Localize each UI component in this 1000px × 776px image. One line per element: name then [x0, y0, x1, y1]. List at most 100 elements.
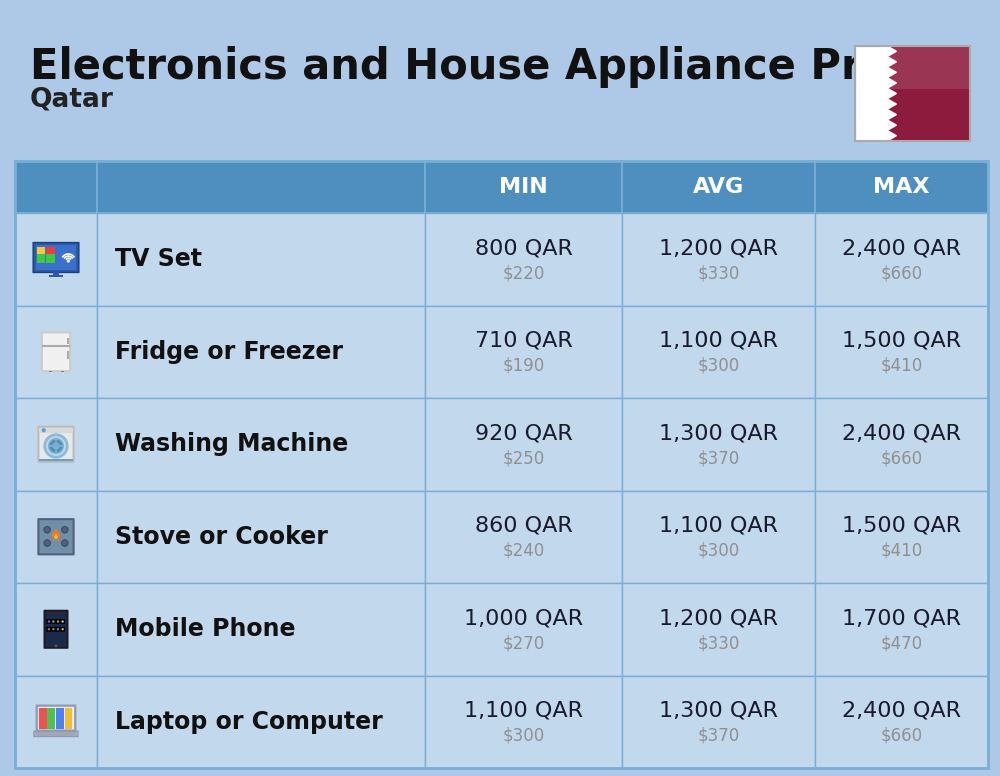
Text: 860 QAR: 860 QAR	[475, 516, 572, 535]
Text: 2,400 QAR: 2,400 QAR	[842, 238, 961, 258]
Text: Electronics and House Appliance Prices: Electronics and House Appliance Prices	[30, 46, 953, 88]
Text: $330: $330	[697, 265, 740, 282]
Text: 1,300 QAR: 1,300 QAR	[659, 423, 778, 443]
Bar	[622, 675, 815, 768]
Bar	[15, 306, 97, 398]
Bar	[425, 213, 622, 306]
Text: 2,400 QAR: 2,400 QAR	[842, 423, 961, 443]
Text: MAX: MAX	[873, 177, 930, 197]
Bar	[622, 398, 815, 490]
Bar	[855, 46, 970, 88]
FancyBboxPatch shape	[56, 620, 60, 623]
Polygon shape	[54, 534, 58, 539]
Bar	[49, 371, 52, 372]
Bar	[15, 490, 97, 583]
Bar	[622, 213, 815, 306]
FancyBboxPatch shape	[45, 611, 67, 648]
Text: $330: $330	[697, 634, 740, 653]
Text: 1,000 QAR: 1,000 QAR	[464, 608, 583, 629]
Bar	[61, 371, 64, 372]
Text: $370: $370	[697, 449, 740, 467]
Bar	[38, 708, 74, 729]
Polygon shape	[887, 99, 896, 109]
Text: $660: $660	[880, 265, 923, 282]
Text: 1,500 QAR: 1,500 QAR	[842, 331, 961, 351]
Bar	[855, 46, 970, 141]
Circle shape	[44, 527, 50, 533]
Bar	[37, 254, 45, 264]
Text: 920 QAR: 920 QAR	[475, 423, 572, 443]
Circle shape	[44, 540, 50, 546]
Text: 1,100 QAR: 1,100 QAR	[659, 331, 778, 351]
FancyBboxPatch shape	[38, 519, 74, 554]
FancyBboxPatch shape	[47, 628, 51, 631]
Bar	[15, 161, 988, 768]
Text: $300: $300	[697, 357, 740, 375]
Text: Laptop or Computer: Laptop or Computer	[115, 710, 383, 734]
Bar	[15, 583, 97, 675]
Text: 2,400 QAR: 2,400 QAR	[842, 701, 961, 721]
Bar	[97, 675, 425, 768]
Bar	[425, 161, 622, 213]
Polygon shape	[887, 109, 896, 120]
Polygon shape	[887, 57, 896, 67]
Bar	[97, 213, 425, 306]
Text: $410: $410	[880, 357, 923, 375]
Circle shape	[42, 428, 46, 432]
Text: 1,200 QAR: 1,200 QAR	[659, 238, 778, 258]
Text: Fridge or Freezer: Fridge or Freezer	[115, 340, 343, 364]
Bar	[815, 213, 988, 306]
Polygon shape	[887, 88, 896, 99]
Bar	[15, 675, 97, 768]
Bar	[815, 161, 988, 213]
Bar	[15, 161, 97, 213]
Bar	[36, 733, 76, 736]
Text: MIN: MIN	[499, 177, 548, 197]
Text: $410: $410	[880, 542, 923, 559]
FancyBboxPatch shape	[56, 628, 60, 631]
Bar	[67, 351, 69, 359]
Text: Mobile Phone: Mobile Phone	[115, 617, 296, 641]
FancyBboxPatch shape	[61, 628, 64, 631]
Bar	[56, 708, 64, 729]
Bar	[97, 583, 425, 675]
FancyBboxPatch shape	[52, 620, 55, 623]
Bar	[622, 161, 815, 213]
Polygon shape	[887, 46, 896, 57]
Text: $190: $190	[502, 357, 545, 375]
FancyBboxPatch shape	[37, 705, 75, 731]
Bar	[815, 490, 988, 583]
Text: 1,700 QAR: 1,700 QAR	[842, 608, 961, 629]
Bar	[65, 708, 72, 729]
Bar	[39, 708, 47, 729]
Text: $270: $270	[502, 634, 545, 653]
Text: TV Set: TV Set	[115, 248, 202, 272]
Bar	[815, 306, 988, 398]
Circle shape	[62, 540, 68, 546]
Bar	[53, 272, 59, 275]
Polygon shape	[887, 78, 896, 88]
Bar	[815, 583, 988, 675]
Polygon shape	[887, 67, 896, 78]
Bar	[622, 490, 815, 583]
Polygon shape	[887, 120, 896, 130]
Bar	[15, 398, 97, 490]
Bar	[425, 675, 622, 768]
Bar	[39, 428, 73, 433]
FancyBboxPatch shape	[52, 628, 55, 631]
Text: 1,300 QAR: 1,300 QAR	[659, 701, 778, 721]
Text: AVG: AVG	[693, 177, 744, 197]
Bar	[425, 306, 622, 398]
Text: $470: $470	[880, 634, 923, 653]
Circle shape	[45, 435, 67, 457]
Bar	[622, 583, 815, 675]
FancyBboxPatch shape	[34, 731, 78, 736]
Bar	[815, 675, 988, 768]
Bar	[49, 275, 63, 277]
Text: $250: $250	[502, 449, 545, 467]
Text: 1,500 QAR: 1,500 QAR	[842, 516, 961, 535]
Text: $300: $300	[697, 542, 740, 559]
Bar	[855, 46, 970, 141]
Bar	[39, 459, 73, 461]
FancyBboxPatch shape	[47, 620, 51, 623]
